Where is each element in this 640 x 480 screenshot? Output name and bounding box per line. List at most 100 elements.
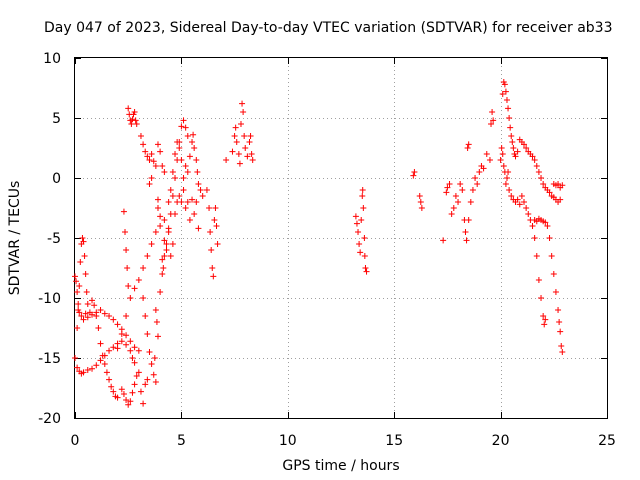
data-point [82, 310, 89, 317]
x-tick-label: 20 [492, 433, 510, 449]
data-point [538, 175, 545, 181]
data-point [118, 338, 125, 345]
data-point [448, 211, 455, 217]
data-point [244, 153, 251, 160]
y-tick-label: 10 [43, 51, 61, 67]
data-point [110, 316, 117, 323]
data-point [123, 313, 130, 319]
axis-ticks [75, 58, 608, 419]
data-point [153, 319, 160, 325]
data-point [452, 193, 459, 199]
data-point [78, 313, 85, 319]
data-point [465, 217, 472, 223]
data-point [535, 277, 542, 283]
data-point [101, 310, 108, 317]
series-a18 [203, 187, 221, 280]
data-point [510, 145, 517, 151]
data-point [457, 181, 464, 187]
data-point [79, 235, 86, 241]
data-point [211, 217, 218, 223]
data-point [129, 116, 136, 123]
data-point [231, 133, 238, 139]
data-point [127, 295, 134, 301]
data-point [503, 175, 510, 181]
data-point [140, 141, 147, 148]
data-point [416, 193, 423, 199]
data-point [410, 172, 417, 179]
data-point [359, 193, 366, 199]
data-point [525, 211, 532, 217]
data-point [84, 301, 91, 307]
data-point [476, 169, 483, 175]
data-point [157, 289, 164, 295]
data-point [159, 256, 166, 263]
data-point [118, 331, 125, 337]
x-tick-label: 5 [177, 433, 186, 449]
y-axis-title: SDTVAR / TECUs [7, 181, 23, 296]
data-point [557, 196, 564, 203]
data-point [182, 205, 189, 211]
data-point [75, 301, 82, 307]
data-point [128, 121, 135, 127]
series-b1 [352, 187, 370, 275]
data-point [157, 148, 164, 155]
data-point [131, 109, 138, 115]
data-point [352, 213, 359, 220]
data-point [505, 169, 512, 175]
data-point [508, 193, 515, 199]
data-point [502, 88, 509, 95]
x-tick-label: 0 [71, 433, 80, 449]
data-point [488, 121, 495, 127]
data-point [157, 223, 164, 229]
data-point [465, 141, 472, 148]
data-point [194, 169, 201, 175]
data-point [74, 289, 81, 295]
data-point [443, 189, 450, 196]
x-tick-label: 10 [279, 433, 297, 449]
data-point [123, 397, 130, 403]
data-point [81, 253, 88, 259]
series-a14 [167, 187, 202, 259]
data-point [507, 124, 514, 131]
series-c1 [440, 151, 493, 244]
data-point [150, 371, 157, 378]
data-point [247, 133, 254, 139]
data-point [523, 205, 530, 211]
data-point [120, 208, 127, 215]
y-tick-label: 0 [52, 171, 61, 187]
data-point [509, 139, 516, 145]
chart-title: Day 047 of 2023, Sidereal Day-to-day VTE… [44, 20, 613, 36]
data-point [469, 187, 476, 193]
x-axis-title: GPS time / hours [282, 458, 399, 474]
data-point [489, 109, 496, 115]
series-c2 [464, 109, 497, 151]
x-tick-label: 15 [385, 433, 403, 449]
data-point [363, 268, 370, 275]
data-point [108, 383, 115, 390]
y-tick-labels: -20 -15 -10 -5 0 5 10 [38, 51, 61, 427]
data-point [131, 381, 138, 388]
data-point [356, 241, 363, 247]
data-point [101, 361, 108, 367]
data-point [444, 184, 451, 191]
data-point [89, 365, 96, 372]
data-point [359, 187, 366, 193]
data-point [246, 139, 253, 145]
data-point [137, 133, 144, 139]
data-point [180, 117, 187, 124]
data-point [125, 401, 132, 408]
data-point [99, 352, 106, 359]
data-point [505, 105, 512, 112]
data-point [233, 139, 240, 145]
data-point [455, 199, 462, 205]
series-b2 [410, 169, 425, 211]
data-point [106, 313, 113, 319]
data-point [209, 265, 216, 271]
data-point [501, 81, 508, 88]
data-point [148, 361, 155, 367]
data-point [127, 398, 134, 405]
data-point [86, 309, 93, 316]
data-point [193, 199, 200, 205]
data-point [462, 229, 469, 235]
data-point [184, 199, 191, 205]
